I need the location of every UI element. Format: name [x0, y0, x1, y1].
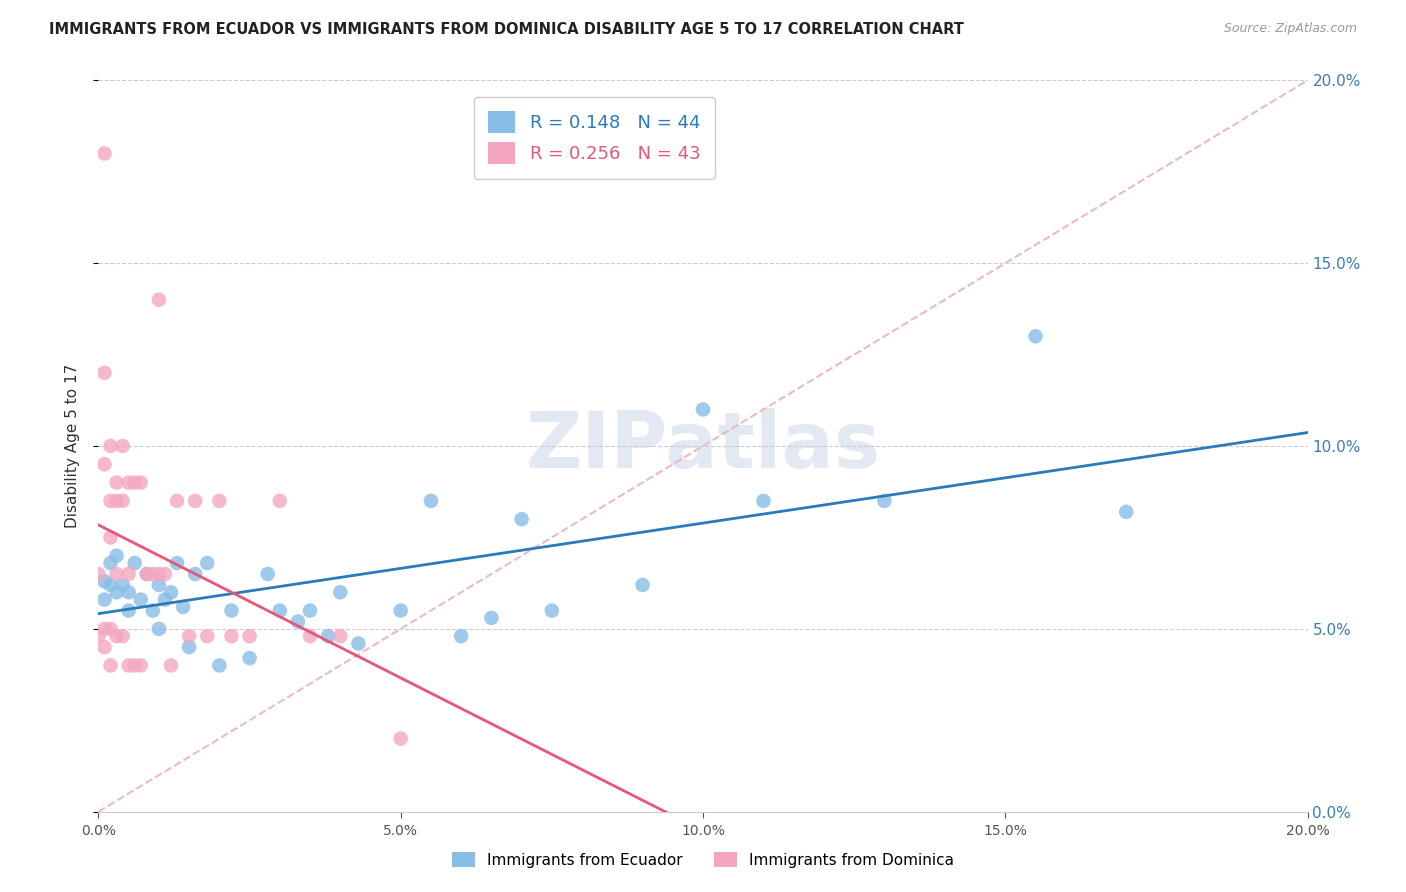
Immigrants from Ecuador — [316, 629, 339, 643]
Immigrants from Dominica — [118, 658, 141, 673]
Immigrants from Ecuador — [256, 567, 278, 582]
Immigrants from Dominica — [135, 567, 157, 582]
Immigrants from Dominica — [93, 640, 115, 655]
Immigrants from Ecuador — [118, 585, 141, 599]
Immigrants from Dominica — [100, 658, 122, 673]
Immigrants from Ecuador — [1024, 329, 1046, 343]
Immigrants from Ecuador — [100, 556, 122, 570]
Immigrants from Ecuador — [148, 622, 170, 636]
Immigrants from Dominica — [124, 475, 146, 490]
Immigrants from Ecuador — [692, 402, 714, 417]
Immigrants from Dominica — [208, 494, 231, 508]
Immigrants from Dominica — [129, 475, 152, 490]
Immigrants from Ecuador — [239, 651, 262, 665]
Immigrants from Ecuador — [420, 494, 443, 508]
Immigrants from Ecuador — [184, 567, 207, 582]
Immigrants from Ecuador — [269, 603, 291, 617]
Immigrants from Ecuador — [299, 603, 322, 617]
Immigrants from Dominica — [87, 567, 110, 582]
Immigrants from Ecuador — [347, 636, 370, 650]
Immigrants from Dominica — [299, 629, 322, 643]
Immigrants from Ecuador — [389, 603, 412, 617]
Immigrants from Dominica — [160, 658, 183, 673]
Immigrants from Dominica — [389, 731, 412, 746]
Immigrants from Dominica — [148, 567, 170, 582]
Text: Source: ZipAtlas.com: Source: ZipAtlas.com — [1223, 22, 1357, 36]
Immigrants from Dominica — [111, 439, 134, 453]
Immigrants from Dominica — [87, 629, 110, 643]
Immigrants from Ecuador — [105, 549, 128, 563]
Immigrants from Ecuador — [873, 494, 896, 508]
Immigrants from Dominica — [105, 629, 128, 643]
Immigrants from Dominica — [129, 658, 152, 673]
Immigrants from Dominica — [221, 629, 243, 643]
Immigrants from Dominica — [105, 475, 128, 490]
Immigrants from Ecuador — [1115, 505, 1137, 519]
Immigrants from Dominica — [111, 629, 134, 643]
Immigrants from Ecuador — [179, 640, 201, 655]
Immigrants from Ecuador — [195, 556, 218, 570]
Immigrants from Dominica — [166, 494, 188, 508]
Immigrants from Ecuador — [129, 592, 152, 607]
Immigrants from Dominica — [239, 629, 262, 643]
Legend: R = 0.148   N = 44, R = 0.256   N = 43: R = 0.148 N = 44, R = 0.256 N = 43 — [474, 96, 714, 178]
Immigrants from Dominica — [153, 567, 176, 582]
Text: IMMIGRANTS FROM ECUADOR VS IMMIGRANTS FROM DOMINICA DISABILITY AGE 5 TO 17 CORRE: IMMIGRANTS FROM ECUADOR VS IMMIGRANTS FR… — [49, 22, 965, 37]
Immigrants from Ecuador — [631, 578, 654, 592]
Immigrants from Ecuador — [172, 599, 194, 614]
Immigrants from Ecuador — [221, 603, 243, 617]
Immigrants from Dominica — [105, 494, 128, 508]
Immigrants from Ecuador — [287, 615, 309, 629]
Immigrants from Dominica — [100, 530, 122, 544]
Immigrants from Dominica — [93, 366, 115, 380]
Immigrants from Dominica — [105, 567, 128, 582]
Immigrants from Dominica — [100, 494, 122, 508]
Immigrants from Dominica — [142, 567, 165, 582]
Immigrants from Dominica — [148, 293, 170, 307]
Immigrants from Ecuador — [329, 585, 352, 599]
Immigrants from Dominica — [179, 629, 201, 643]
Immigrants from Ecuador — [135, 567, 157, 582]
Immigrants from Ecuador — [111, 578, 134, 592]
Immigrants from Dominica — [184, 494, 207, 508]
Legend: Immigrants from Ecuador, Immigrants from Dominica: Immigrants from Ecuador, Immigrants from… — [444, 844, 962, 875]
Immigrants from Ecuador — [142, 603, 165, 617]
Immigrants from Ecuador — [481, 611, 503, 625]
Immigrants from Dominica — [118, 567, 141, 582]
Immigrants from Ecuador — [166, 556, 188, 570]
Immigrants from Ecuador — [124, 556, 146, 570]
Immigrants from Dominica — [93, 457, 115, 471]
Immigrants from Dominica — [111, 494, 134, 508]
Immigrants from Dominica — [93, 146, 115, 161]
Immigrants from Ecuador — [450, 629, 472, 643]
Immigrants from Dominica — [100, 439, 122, 453]
Immigrants from Dominica — [195, 629, 218, 643]
Immigrants from Ecuador — [752, 494, 775, 508]
Immigrants from Dominica — [124, 658, 146, 673]
Immigrants from Ecuador — [105, 585, 128, 599]
Immigrants from Dominica — [118, 475, 141, 490]
Y-axis label: Disability Age 5 to 17: Disability Age 5 to 17 — [65, 364, 80, 528]
Immigrants from Ecuador — [93, 592, 115, 607]
Immigrants from Ecuador — [153, 592, 176, 607]
Immigrants from Dominica — [100, 622, 122, 636]
Immigrants from Ecuador — [208, 658, 231, 673]
Immigrants from Ecuador — [118, 603, 141, 617]
Immigrants from Ecuador — [160, 585, 183, 599]
Immigrants from Ecuador — [93, 574, 115, 589]
Immigrants from Ecuador — [100, 578, 122, 592]
Immigrants from Dominica — [329, 629, 352, 643]
Immigrants from Dominica — [269, 494, 291, 508]
Immigrants from Ecuador — [540, 603, 562, 617]
Immigrants from Ecuador — [510, 512, 533, 526]
Text: ZIPatlas: ZIPatlas — [526, 408, 880, 484]
Immigrants from Ecuador — [148, 578, 170, 592]
Immigrants from Dominica — [93, 622, 115, 636]
